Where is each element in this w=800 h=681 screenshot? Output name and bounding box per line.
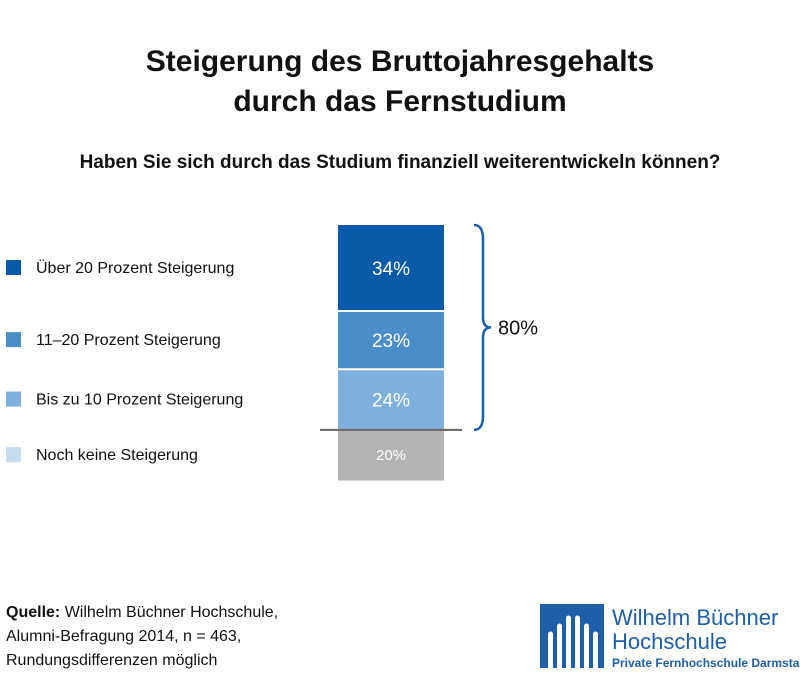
source-line-1: Wilhelm Büchner Hochschule, (64, 604, 279, 621)
bar-value-label-2: 23% (372, 331, 410, 352)
bar-segment-neutral (338, 429, 444, 481)
chart-subtitle: Haben Sie sich durch das Studium finanzi… (79, 152, 721, 173)
legend-label-neutral: Noch keine Steigerung (36, 447, 198, 464)
legend-swatch-2 (6, 332, 21, 348)
legend-label-3: Bis zu 10 Prozent Steigerung (36, 392, 243, 409)
legend-swatch-neutral (6, 447, 21, 463)
bar-segment-1 (338, 225, 444, 312)
bar-value-label-neutral: 20% (376, 447, 406, 464)
university-logo: Wilhelm Büchner Hochschule Private Fernh… (540, 604, 800, 676)
chart-title-line-2: durch das Fernstudium (233, 85, 567, 118)
logo-name-line-2: Hochschule (612, 629, 727, 654)
bar-value-label-1: 34% (372, 259, 410, 280)
bar-value-label-3: 24% (372, 391, 410, 412)
bracket-total-label: 80% (498, 317, 538, 339)
legend-swatch-3 (6, 391, 21, 407)
bar-segment-3 (338, 369, 444, 430)
bar-segment-2 (338, 311, 444, 370)
logo-name-line-1: Wilhelm Büchner (612, 605, 779, 630)
logo-tagline: Private Fernhochschule Darmstadt (612, 656, 800, 670)
legend-swatch-1 (6, 260, 21, 276)
bracket-brace (473, 223, 492, 432)
source-note: Quelle: Wilhelm Büchner Hochschule, Alum… (6, 601, 278, 673)
source-label: Quelle: (6, 604, 61, 621)
university-logo-icon (540, 604, 604, 668)
source-line-3: Rundungsdifferenzen möglich (6, 652, 218, 669)
legend-label-2: 11–20 Prozent Steigerung (36, 332, 221, 349)
chart-title: Steigerung des Bruttojahresgehalts durch… (0, 42, 800, 122)
legend-label-1: Über 20 Prozent Steigerung (36, 259, 234, 277)
logo-name: Wilhelm Büchner Hochschule (612, 606, 778, 654)
source-line-2: Alumni-Befragung 2014, n = 463, (6, 628, 242, 645)
chart-title-line-1: Steigerung des Bruttojahresgehalts (145, 45, 655, 78)
